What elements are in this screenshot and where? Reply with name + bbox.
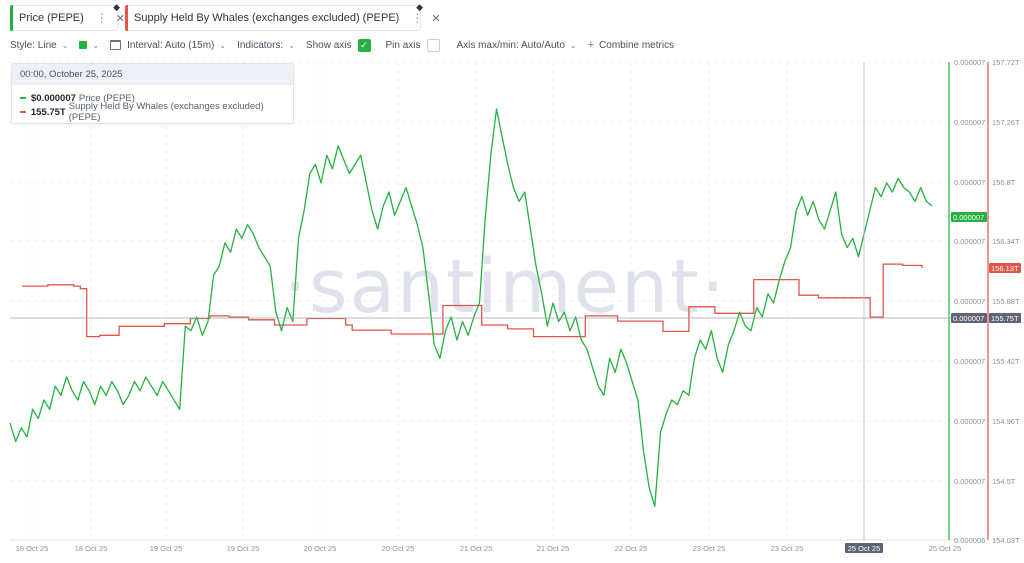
hover-date-badge-bg xyxy=(845,543,883,553)
crosshair-price-badge: 0.000007 xyxy=(953,314,984,323)
tooltip-price-value: $0.000007 xyxy=(31,92,76,104)
supply-axis-tick: 154.96T xyxy=(992,417,1020,426)
x-axis-tick: 18 Oct 25 xyxy=(16,544,49,553)
pin-axis-toggle[interactable]: Pin axis xyxy=(385,38,440,52)
axis-maxmin-label: Axis max/min: Auto/Auto xyxy=(456,39,565,51)
chevron-down-icon: ⌄ xyxy=(92,40,100,50)
drag-handle-icon[interactable]: ◆ xyxy=(113,2,120,12)
price-axis-tick: 0.000007 xyxy=(954,58,985,67)
tooltip-supply-label: Supply Held By Whales (exchanges exclude… xyxy=(68,101,264,123)
x-axis-tick: 22 Oct 25 xyxy=(615,544,648,553)
supply-axis-tick: 155.88T xyxy=(992,297,1020,306)
crosshair-price-badge-bg xyxy=(951,313,987,323)
metric-label: Price (PEPE) xyxy=(19,12,84,24)
chevron-down-icon: ⌄ xyxy=(61,40,69,50)
style-dropdown[interactable]: Style: Line ⌄ xyxy=(10,40,68,51)
tooltip-supply-value: 155.75T xyxy=(30,106,66,118)
crosshair-supply-badge-bg xyxy=(989,313,1021,323)
x-axis-tick: 19 Oct 25 xyxy=(227,544,260,553)
x-axis-tick: 25 Oct 25 xyxy=(929,544,962,553)
hover-tooltip: 00:00, October 25, 2025 $0.000007 Price … xyxy=(11,63,294,124)
supply-series xyxy=(22,263,923,338)
close-icon[interactable]: ✕ xyxy=(115,12,126,25)
santiment-watermark: ·santiment· xyxy=(284,244,727,330)
x-axis-tick: 23 Oct 25 xyxy=(771,544,804,553)
drag-handle-icon[interactable]: ◆ xyxy=(416,2,423,12)
supply-line xyxy=(22,263,923,338)
style-label: Style: Line xyxy=(10,39,57,51)
tooltip-price-label: Price (PEPE) xyxy=(78,92,135,104)
indicators-label: Indicators: xyxy=(237,39,284,51)
close-icon[interactable]: ✕ xyxy=(431,12,441,25)
color-picker[interactable]: ⌄ xyxy=(79,41,99,50)
metric-chip-supply[interactable]: Supply Held By Whales (exchanges exclude… xyxy=(125,2,441,31)
tooltip-row-supply: 155.75T Supply Held By Whales (exchanges… xyxy=(12,101,293,123)
chart-settings-bar: Style: Line ⌄ ⌄ Interval: Auto (15m) ⌄ I… xyxy=(10,37,685,53)
price-axis-tick: 0.000007 xyxy=(954,357,985,366)
price-axis-tick: 0.000007 xyxy=(954,417,985,426)
x-axis-tick: 20 Oct 25 xyxy=(304,544,337,553)
chevron-down-icon: ⌄ xyxy=(288,40,295,50)
indicators-dropdown[interactable]: Indicators: ⌄ xyxy=(237,40,295,51)
supply-axis-tick: 154.5T xyxy=(992,477,1016,486)
chevron-down-icon: ⌄ xyxy=(219,40,227,50)
price-line xyxy=(9,108,933,507)
show-axis-toggle[interactable]: Show axis ✓ xyxy=(305,38,371,52)
metric-chip-price[interactable]: Price (PEPE) ⋮ ✕ ◆ xyxy=(10,2,125,31)
x-axis-tick: 21 Oct 25 xyxy=(460,544,493,553)
price-axis-tick: 0.000007 xyxy=(954,178,985,187)
pin-axis-label: Pin axis xyxy=(385,39,421,51)
supply-axis-tick: 155.42T xyxy=(992,357,1020,366)
metric-color-bar xyxy=(10,5,13,31)
legend-swatch xyxy=(20,111,26,113)
hover-date-badge: 25 Oct 25 xyxy=(848,544,881,553)
grid xyxy=(10,61,960,541)
color-swatch xyxy=(79,41,88,49)
show-axis-label: Show axis xyxy=(305,39,352,51)
axis-maxmin-dropdown[interactable]: Axis max/min: Auto/Auto ⌄ xyxy=(457,40,577,51)
more-options-icon[interactable]: ⋮ xyxy=(95,11,108,25)
price-axis-tick: 0.000007 xyxy=(954,237,985,246)
combine-label: Combine metrics xyxy=(599,39,675,51)
price-axis-tick: 0.000007 xyxy=(954,118,985,127)
metric-label: Supply Held By Whales (exchanges exclude… xyxy=(134,12,400,24)
supply-axis-tick: 156.34T xyxy=(992,237,1020,246)
x-axis-tick: 18 Oct 25 xyxy=(75,544,108,553)
metric-color-bar xyxy=(125,5,128,31)
x-axis-tick: 23 Oct 25 xyxy=(693,544,726,553)
price-series xyxy=(9,108,933,507)
combine-metrics-button[interactable]: + Combine metrics xyxy=(588,39,674,51)
checkbox-checked-icon[interactable]: ✓ xyxy=(357,38,371,52)
supply-axis-tick: 157.26T xyxy=(992,118,1020,127)
tooltip-date: 00:00, October 25, 2025 xyxy=(12,64,293,85)
supply-axis-tick: 154.03T xyxy=(992,536,1020,545)
supply-current-badge: 156.13T xyxy=(991,264,1019,273)
interval-dropdown[interactable]: Interval: Auto (15m) ⌄ xyxy=(110,40,226,51)
supply-axis-tick: 156.8T xyxy=(992,178,1016,187)
price-current-badge-bg xyxy=(951,212,987,222)
x-axis-tick: 21 Oct 25 xyxy=(537,544,570,553)
supply-axis-tick: 157.72T xyxy=(992,58,1020,67)
crosshair-supply-badge: 155.75T xyxy=(991,314,1019,323)
calendar-icon xyxy=(110,40,122,50)
supply-current-badge-bg xyxy=(989,263,1021,273)
price-axis-tick: 0.000007 xyxy=(954,297,985,306)
tooltip-row-price: $0.000007 Price (PEPE) xyxy=(12,91,293,105)
interval-label: Interval: Auto (15m) xyxy=(127,39,215,51)
price-current-badge: 0.000007 xyxy=(953,213,984,222)
x-axis-tick: 19 Oct 25 xyxy=(150,544,183,553)
chart-overlay: 0.000007 0.000007 0.000007 0.000007 0.000007… xyxy=(10,58,1021,553)
chevron-down-icon: ⌄ xyxy=(569,40,577,50)
more-options-icon[interactable]: ⋮ xyxy=(411,11,423,25)
plus-icon: + xyxy=(587,39,595,51)
checkbox-unchecked-icon[interactable] xyxy=(426,38,440,52)
price-axis-tick: 0.000007 xyxy=(954,477,985,486)
x-axis-tick: 20 Oct 25 xyxy=(382,544,415,553)
price-axis-tick: 0.000006 xyxy=(954,536,985,545)
legend-swatch xyxy=(20,97,26,99)
